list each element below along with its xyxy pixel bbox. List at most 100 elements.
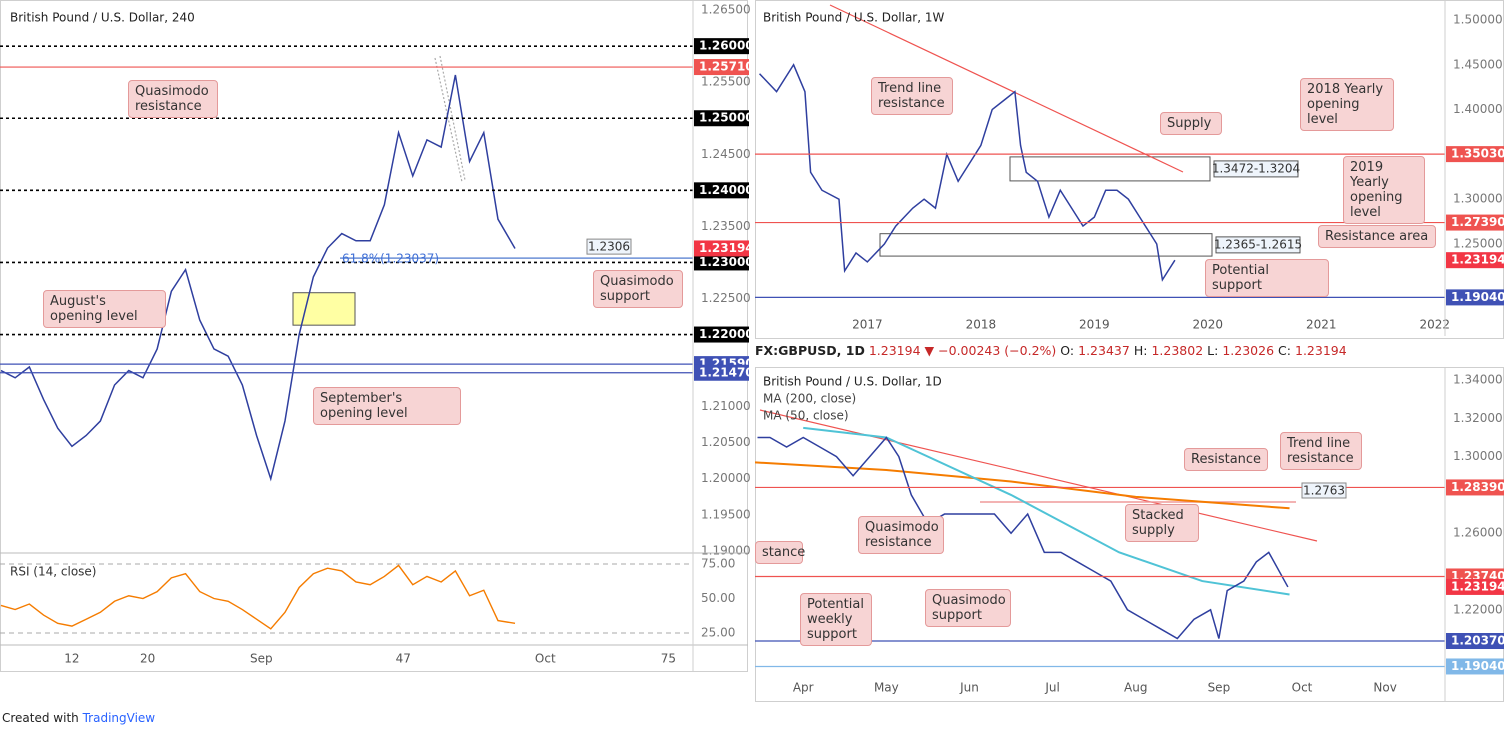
chart-title: British Pound / U.S. Dollar, 1W (763, 11, 945, 25)
info-item: −0.00243 (−0.2%) (938, 343, 1057, 358)
info-item: O: (1060, 343, 1075, 358)
annotation: September's opening level (313, 387, 461, 425)
y-tick-label: 1.25500 (701, 75, 751, 89)
last-price-label: 1.23194 (1451, 579, 1506, 593)
level-label: 1.23000 (699, 255, 754, 269)
x-tick-label: 2019 (1079, 318, 1110, 332)
rsi-tick-label: 25.00 (701, 626, 735, 640)
y-tick-label: 1.26000 (1453, 526, 1503, 540)
annotation: stance (755, 541, 805, 564)
level-label: 1.19040 (1451, 290, 1506, 304)
trend-line (439, 55, 466, 181)
panel-frame (0, 0, 748, 672)
y-tick-label: 1.25000 (1453, 236, 1503, 250)
x-tick-label: 2018 (966, 318, 997, 332)
zone-label: 1.2365-1.2615 (1214, 237, 1302, 251)
level-label-box (694, 38, 749, 55)
panel-frame (755, 367, 1504, 702)
x-tick-label: May (874, 681, 899, 695)
trend-line (759, 409, 1318, 542)
x-tick-label: 20 (140, 652, 155, 666)
x-tick-label: 75 (661, 652, 676, 666)
y-tick-label: 1.21000 (701, 399, 751, 413)
symbol-info: FX:GBPUSD, 1D 1.23194 ▼ −0.00243 (−0.2%) O: 1… (755, 343, 1351, 358)
level-label: 1.22000 (699, 327, 754, 341)
zone-label-box (1215, 236, 1301, 254)
x-tick-label: 2021 (1306, 318, 1337, 332)
annotation: Potential support (1205, 259, 1329, 297)
y-tick-label: 1.32000 (1453, 411, 1503, 425)
info-item: L: (1207, 343, 1219, 358)
y-tick-label: 1.22000 (1453, 602, 1503, 616)
y-tick-label: 1.23500 (701, 219, 751, 233)
annotation: Resistance area (1318, 225, 1436, 248)
x-tick-label: Oct (535, 652, 556, 666)
level-label-box (1446, 214, 1504, 231)
level-label-box (1446, 289, 1504, 306)
moving-average (755, 461, 1290, 510)
level-label: 1.28390 (1451, 480, 1506, 494)
level-label-box (694, 364, 749, 381)
level-label: 1.25000 (699, 111, 754, 125)
ma-label: MA (50, close) (763, 409, 849, 423)
level-label: 1.24000 (699, 183, 754, 197)
marker-label-box (1301, 482, 1347, 499)
x-tick-label: 12 (64, 652, 79, 666)
y-tick-label: 1.50000 (1453, 12, 1503, 26)
y-tick-label: 1.40000 (1453, 102, 1503, 116)
last-price-box (1446, 252, 1504, 269)
info-item: 1.23802 (1151, 343, 1204, 358)
x-tick-label: Aug (1124, 681, 1147, 695)
last-price-box (694, 240, 749, 257)
y-tick-label: 1.34000 (1453, 373, 1503, 387)
level-label: 1.25710 (699, 60, 754, 74)
trend-line (829, 4, 1184, 173)
annotation: Supply (1160, 112, 1222, 135)
y-tick-label: 1.19500 (701, 507, 751, 521)
info-item: FX:GBPUSD, 1D (755, 343, 865, 358)
annotation: August's opening level (43, 290, 166, 328)
x-tick-label: Jun (959, 681, 979, 695)
x-tick-label: Sep (1208, 681, 1231, 695)
annotation: 2018 Yearly opening level (1300, 78, 1394, 131)
annotation: Potential weekly support (800, 593, 872, 646)
rsi-title: RSI (14, close) (10, 565, 96, 579)
last-price-label: 1.23194 (699, 241, 754, 255)
level-label: 1.35030 (1451, 147, 1506, 161)
y-tick-label: 1.20500 (701, 435, 751, 449)
info-item: H: (1133, 343, 1148, 358)
annotation: Quasimodo support (593, 270, 683, 308)
x-tick-label: 2022 (1420, 318, 1451, 332)
x-tick-label: 47 (396, 652, 411, 666)
level-label-box (1446, 146, 1504, 163)
x-tick-label: Jul (1044, 681, 1059, 695)
price-line (757, 436, 1289, 640)
x-tick-label: 2020 (1193, 318, 1224, 332)
info-item: 1.23026 (1222, 343, 1275, 358)
annotation: Trend line resistance (1280, 432, 1362, 470)
y-tick-label: 1.30000 (1453, 449, 1503, 463)
x-tick-label: Sep (250, 652, 273, 666)
y-tick-label: 1.45000 (1453, 57, 1503, 71)
level-label-box (1446, 479, 1504, 496)
y-tick-label: 1.30000 (1453, 192, 1503, 206)
rsi-tick-label: 75.00 (701, 557, 735, 571)
last-price-box (1446, 578, 1504, 595)
y-tick-label: 1.20000 (701, 471, 751, 485)
panel-frame (755, 0, 1504, 339)
info-item: ▼ (924, 343, 935, 358)
zone (879, 233, 1213, 257)
level-label-box (694, 182, 749, 199)
level-label-box (694, 110, 749, 127)
y-tick-label: 1.22500 (701, 291, 751, 305)
info-item: 1.23194 (868, 343, 921, 358)
footer-text: Created with (2, 711, 79, 725)
level-label: 1.20370 (1451, 634, 1506, 648)
level-label: 1.27390 (1451, 215, 1506, 229)
annotation: 2019 Yearly opening level (1343, 156, 1425, 224)
trend-line (434, 57, 463, 183)
plot-area (758, 4, 1213, 282)
plot-area (755, 409, 1318, 640)
level-label: 1.19040 (1451, 659, 1506, 673)
